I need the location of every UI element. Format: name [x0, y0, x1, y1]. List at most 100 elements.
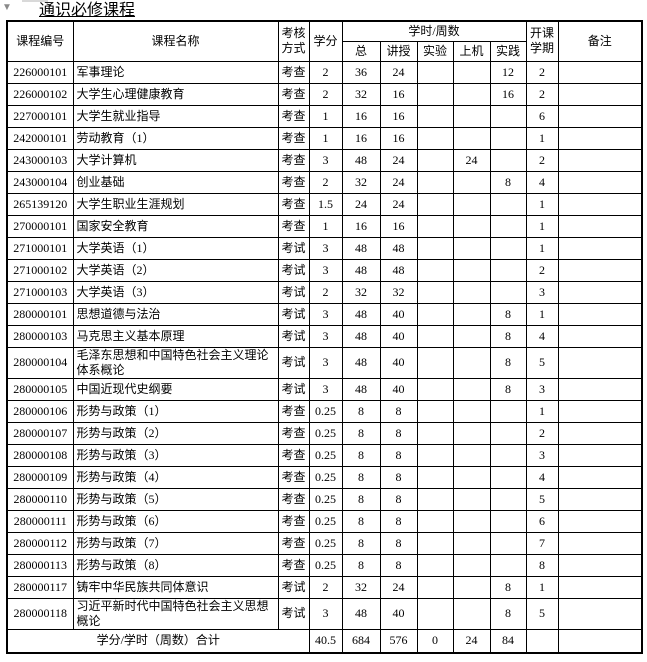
cell-method: 考试	[277, 236, 310, 260]
cell-id: 271000102	[6, 258, 74, 282]
cell-lecture: 24	[379, 148, 418, 172]
cell-note	[557, 280, 643, 304]
cell-computer	[452, 487, 491, 511]
cell-total: 8	[341, 421, 381, 445]
cell-name: 大学英语（3）	[72, 280, 279, 304]
table-row: 265139120 大学生职业生涯规划 考查 1.5 24 24 1	[6, 192, 643, 216]
cell-method: 考查	[277, 399, 310, 423]
table-row: 270000101 国家安全教育 考查 1 16 16 1	[6, 214, 643, 238]
cell-note	[557, 148, 643, 172]
cell-practice: 8	[489, 575, 527, 599]
table-row: 271000101 大学英语（1） 考试 3 48 48 1	[6, 236, 643, 260]
cell-note	[557, 346, 643, 379]
cell-total: 8	[341, 553, 381, 577]
table-row: 280000101 思想道德与法治 考试 3 48 40 8 1	[6, 302, 643, 326]
cell-semester: 1	[525, 192, 559, 216]
cell-lecture: 40	[379, 324, 418, 348]
cell-lecture: 48	[379, 258, 418, 282]
total-credits: 40.5	[308, 628, 343, 654]
cell-credits: 0.25	[308, 553, 343, 577]
section-title: 通识必修课程	[39, 2, 136, 19]
cell-name: 大学生心理健康教育	[72, 82, 279, 106]
header-hours-lecture: 讲授	[379, 40, 418, 62]
cell-total: 8	[341, 443, 381, 467]
cell-id: 280000101	[6, 302, 74, 326]
cell-name: 形势与政策（6）	[72, 509, 279, 533]
cell-id: 271000103	[6, 280, 74, 304]
cell-lecture: 40	[379, 302, 418, 326]
total-computer: 24	[452, 628, 491, 654]
cell-practice	[489, 126, 527, 150]
cell-credits: 0.25	[308, 487, 343, 511]
total-hours: 684	[341, 628, 381, 654]
header-credits: 学分	[308, 20, 343, 62]
cell-lab	[416, 421, 454, 445]
cell-name: 创业基础	[72, 170, 279, 194]
cell-practice	[489, 280, 527, 304]
cell-semester: 1	[525, 302, 559, 326]
header-hours-computer: 上机	[452, 40, 491, 62]
cell-practice	[489, 509, 527, 533]
table-row: 243000104 创业基础 考查 2 32 24 8 4	[6, 170, 643, 194]
total-lecture: 576	[379, 628, 418, 654]
cell-total: 48	[341, 377, 381, 401]
cell-method: 考查	[277, 104, 310, 128]
cell-credits: 3	[308, 236, 343, 260]
cell-computer	[452, 509, 491, 533]
cell-total: 8	[341, 399, 381, 423]
cell-id: 243000104	[6, 170, 74, 194]
cell-lab	[416, 236, 454, 260]
cell-note	[557, 302, 643, 326]
cell-computer	[452, 214, 491, 238]
cell-name: 形势与政策（7）	[72, 531, 279, 555]
cell-lab	[416, 258, 454, 282]
cell-computer	[452, 258, 491, 282]
cell-total: 48	[341, 324, 381, 348]
cell-id: 280000104	[6, 346, 74, 379]
cell-id: 280000118	[6, 597, 74, 630]
table-row: 280000107 形势与政策（2） 考查 0.25 8 8 2	[6, 421, 643, 445]
cell-id: 226000101	[6, 60, 74, 84]
cell-id: 227000101	[6, 104, 74, 128]
cell-semester: 2	[525, 258, 559, 282]
cell-credits: 0.25	[308, 443, 343, 467]
cell-note	[557, 258, 643, 282]
cell-total: 16	[341, 126, 381, 150]
cell-lab	[416, 346, 454, 379]
cell-credits: 3	[308, 377, 343, 401]
cell-semester: 4	[525, 465, 559, 489]
cell-name: 形势与政策（5）	[72, 487, 279, 511]
total-semester	[525, 628, 559, 654]
cell-total: 8	[341, 465, 381, 489]
cell-id: 280000105	[6, 377, 74, 401]
cell-method: 考试	[277, 258, 310, 282]
cell-total: 48	[341, 597, 381, 630]
cell-lecture: 40	[379, 597, 418, 630]
cell-lab	[416, 531, 454, 555]
cell-note	[557, 60, 643, 84]
cell-credits: 3	[308, 302, 343, 326]
cell-lab	[416, 597, 454, 630]
total-lab: 0	[416, 628, 454, 654]
cell-practice	[489, 236, 527, 260]
cell-practice	[489, 399, 527, 423]
cell-note	[557, 399, 643, 423]
cell-name: 形势与政策（8）	[72, 553, 279, 577]
cell-semester: 6	[525, 104, 559, 128]
cell-computer	[452, 170, 491, 194]
cell-total: 48	[341, 258, 381, 282]
cell-total: 32	[341, 170, 381, 194]
cell-semester: 4	[525, 324, 559, 348]
cell-method: 考查	[277, 443, 310, 467]
cell-name: 毛泽东思想和中国特色社会主义理论体系概论	[72, 346, 279, 379]
outline-collapse-icon[interactable]: ▼	[2, 2, 12, 13]
cell-total: 36	[341, 60, 381, 84]
cell-lab	[416, 575, 454, 599]
cell-computer	[452, 377, 491, 401]
cell-computer	[452, 421, 491, 445]
cell-lab	[416, 170, 454, 194]
cell-credits: 3	[308, 324, 343, 348]
cell-total: 48	[341, 236, 381, 260]
cell-semester: 5	[525, 597, 559, 630]
cell-note	[557, 214, 643, 238]
